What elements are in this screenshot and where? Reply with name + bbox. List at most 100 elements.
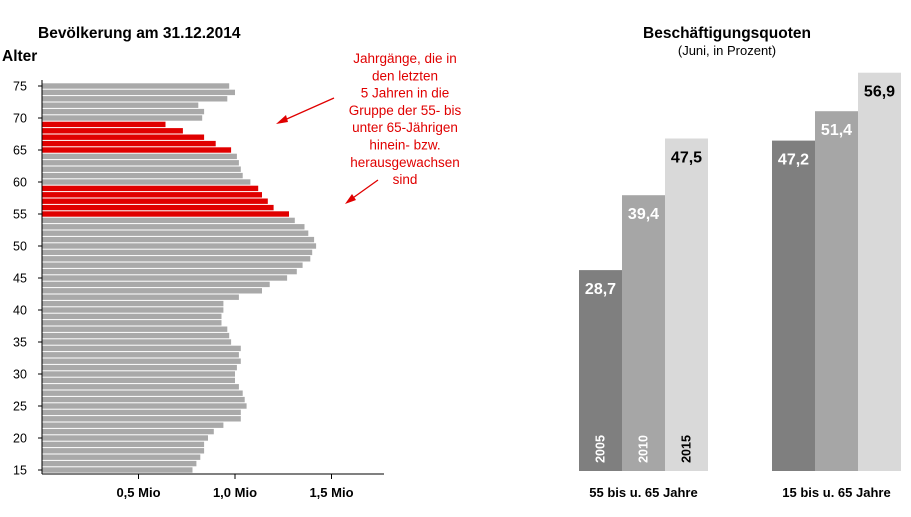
- population-bar: [42, 435, 208, 441]
- employment-chart: Beschäftigungsquoten (Juni, in Prozent) …: [579, 25, 901, 500]
- annotation-arrow-lower: [349, 179, 379, 201]
- employment-bars: 28,7 2005 39,4 2010 47,5 2015 47,2 51,4 56,9: [579, 72, 901, 471]
- population-bar: [42, 416, 241, 422]
- employment-bar-2010: [622, 195, 665, 471]
- population-bar: [42, 352, 239, 358]
- population-bar: [42, 320, 222, 326]
- population-bar: [42, 441, 205, 448]
- population-bar: [42, 89, 235, 96]
- population-bar: [42, 115, 203, 121]
- population-chart: Bevölkerung am 31.12.2014 Alter 75 70 65 60…: [2, 25, 462, 500]
- employment-value-label: 47,5: [671, 150, 702, 167]
- population-bar: [42, 172, 243, 179]
- age-tick-label: 55: [13, 208, 27, 222]
- year-label: 2010: [637, 435, 651, 463]
- age-tick-label: 15: [13, 464, 27, 478]
- employment-bar-2015: [858, 72, 901, 471]
- population-bar: [42, 102, 199, 108]
- age-tick-label: 50: [13, 240, 27, 254]
- employment-value-label: 51,4: [821, 122, 852, 139]
- annotation-arrow-upper: [279, 97, 335, 123]
- population-bar: [42, 307, 224, 313]
- population-bar: [42, 313, 222, 320]
- employment-chart-title: Beschäftigungsquoten: [643, 25, 811, 42]
- population-bar: [42, 262, 303, 268]
- population-bar: [42, 198, 268, 204]
- population-bar: [42, 364, 237, 371]
- population-bar: [42, 121, 166, 128]
- population-bar: [42, 454, 201, 460]
- employment-bar-2005: [772, 140, 815, 471]
- population-bar: [42, 390, 243, 396]
- year-label: 2005: [594, 435, 608, 463]
- employment-bar-2005: [579, 270, 622, 471]
- population-bar: [42, 409, 241, 416]
- category-label: 15 bis u. 65 Jahre: [782, 485, 890, 500]
- age-ticks: 75 70 65 60 55 50 45 40 35 30 25 20 15: [13, 80, 42, 478]
- population-bar: [42, 339, 232, 345]
- category-label: 55 bis u. 65 Jahre: [589, 485, 697, 500]
- x-tick-label: 1,0 Mio: [213, 485, 257, 500]
- annotation-line: Gruppe der 55- bis: [349, 103, 462, 118]
- population-bar: [42, 403, 247, 409]
- population-bar: [42, 160, 239, 166]
- annotation-text: Jahrgänge, die in den letzten 5 Jahren in …: [349, 51, 462, 187]
- annotation-arrows: [276, 97, 379, 204]
- population-bar: [42, 345, 241, 352]
- population-bars: [42, 83, 317, 473]
- age-tick-label: 60: [13, 176, 27, 190]
- population-bar: [42, 384, 239, 390]
- annotation-arrowhead-upper: [276, 115, 288, 124]
- population-bar: [42, 83, 230, 89]
- employment-chart-subtitle: (Juni, in Prozent): [678, 43, 776, 58]
- age-tick-label: 35: [13, 336, 27, 350]
- population-bar: [42, 332, 230, 339]
- population-bar: [42, 179, 251, 185]
- population-chart-title: Bevölkerung am 31.12.2014: [38, 25, 241, 42]
- employment-bar-2015: [665, 138, 708, 471]
- annotation-line: sind: [393, 172, 418, 187]
- population-bar: [42, 249, 313, 256]
- population-bar: [42, 128, 183, 134]
- population-bar: [42, 166, 241, 172]
- population-bar: [42, 96, 228, 102]
- annotation-line: unter 65-Jährigen: [352, 120, 458, 135]
- population-bar: [42, 448, 205, 454]
- population-bar: [42, 185, 259, 192]
- population-bar: [42, 230, 309, 236]
- annotation-line: den letzten: [372, 68, 438, 83]
- population-bar: [42, 294, 239, 300]
- population-bar: [42, 268, 297, 275]
- age-tick-label: 75: [13, 80, 27, 94]
- population-bar: [42, 217, 295, 224]
- age-tick-label: 40: [13, 304, 27, 318]
- population-bar: [42, 140, 216, 147]
- population-bar: [42, 358, 241, 364]
- population-bar: [42, 300, 224, 307]
- population-bar: [42, 422, 224, 428]
- age-tick-label: 70: [13, 112, 27, 126]
- employment-category-labels: 55 bis u. 65 Jahre 15 bis u. 65 Jahre: [589, 485, 890, 500]
- population-bar: [42, 134, 205, 140]
- population-bar: [42, 326, 228, 332]
- population-bar: [42, 281, 270, 288]
- age-tick-label: 30: [13, 368, 27, 382]
- population-bar: [42, 204, 274, 211]
- population-bar: [42, 428, 214, 435]
- population-bar: [42, 396, 245, 403]
- x-tick-label: 1,5 Mio: [309, 485, 353, 500]
- annotation-line: hinein- bzw.: [369, 138, 440, 153]
- population-bar: [42, 153, 237, 160]
- population-bar: [42, 192, 262, 198]
- annotation-arrowhead-lower: [345, 194, 356, 204]
- population-bar: [42, 108, 205, 115]
- population-bar: [42, 467, 193, 473]
- population-bar: [42, 224, 305, 230]
- population-x-ticks: 0,5 Mio 1,0 Mio 1,5 Mio: [116, 474, 354, 500]
- population-bar: [42, 371, 235, 377]
- age-tick-label: 65: [13, 144, 27, 158]
- employment-value-label: 28,7: [585, 281, 616, 298]
- population-bar: [42, 275, 288, 281]
- annotation-line: 5 Jahren in die: [361, 86, 450, 101]
- population-bar: [42, 147, 232, 153]
